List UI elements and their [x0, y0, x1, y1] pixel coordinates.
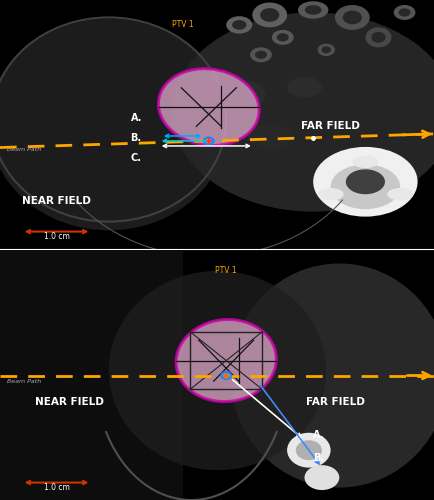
Ellipse shape [226, 16, 252, 34]
Ellipse shape [254, 50, 266, 59]
Text: NEAR FIELD: NEAR FIELD [22, 196, 91, 206]
Ellipse shape [297, 1, 328, 18]
Bar [190, 332, 262, 390]
Ellipse shape [232, 20, 246, 30]
Text: NEAR FIELD: NEAR FIELD [35, 398, 104, 407]
Ellipse shape [365, 28, 391, 48]
Ellipse shape [370, 32, 385, 43]
Text: Beam Path: Beam Path [7, 379, 41, 384]
Ellipse shape [386, 188, 412, 200]
Ellipse shape [0, 18, 228, 231]
Ellipse shape [158, 68, 259, 146]
Ellipse shape [330, 164, 399, 209]
Text: 1.0 cm: 1.0 cm [43, 232, 69, 241]
Ellipse shape [230, 264, 434, 488]
Text: C.: C. [130, 153, 141, 163]
Ellipse shape [250, 48, 271, 62]
Ellipse shape [286, 77, 321, 97]
Text: B.: B. [130, 133, 141, 143]
Ellipse shape [352, 156, 378, 168]
Ellipse shape [304, 465, 339, 490]
Ellipse shape [345, 170, 384, 194]
Text: FAR FIELD: FAR FIELD [300, 122, 359, 132]
Ellipse shape [321, 46, 330, 53]
Text: 1.0 cm: 1.0 cm [43, 483, 69, 492]
Ellipse shape [304, 5, 321, 15]
Ellipse shape [276, 33, 288, 42]
Ellipse shape [108, 271, 326, 470]
Ellipse shape [171, 12, 434, 211]
Ellipse shape [342, 10, 361, 24]
Ellipse shape [398, 8, 410, 16]
Ellipse shape [176, 320, 276, 402]
Ellipse shape [247, 124, 291, 150]
Text: Beam Path: Beam Path [7, 147, 41, 152]
Ellipse shape [260, 8, 279, 22]
Ellipse shape [271, 30, 293, 45]
Text: FAR FIELD: FAR FIELD [305, 398, 364, 407]
Text: PTV 1: PTV 1 [215, 266, 237, 276]
Ellipse shape [213, 80, 265, 110]
Ellipse shape [334, 5, 369, 30]
Ellipse shape [393, 5, 414, 20]
Ellipse shape [317, 44, 334, 56]
Text: A.: A. [130, 114, 141, 124]
Ellipse shape [317, 188, 343, 200]
Ellipse shape [295, 440, 321, 460]
Bar [0, 251, 182, 500]
Ellipse shape [312, 147, 417, 216]
Text: A.: A. [312, 430, 324, 440]
Ellipse shape [286, 433, 330, 468]
Text: PTV 1: PTV 1 [171, 20, 193, 30]
Text: B.: B. [312, 452, 324, 462]
Ellipse shape [252, 2, 286, 28]
